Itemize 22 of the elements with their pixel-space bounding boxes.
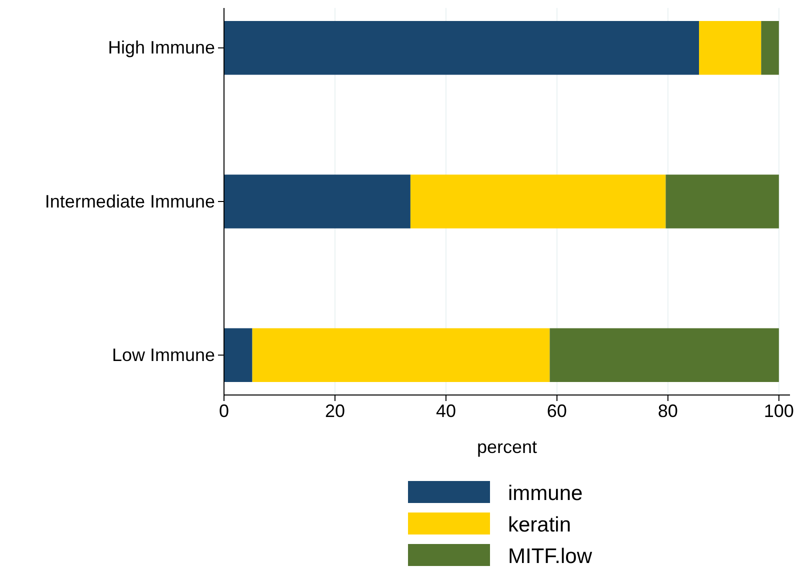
bar bbox=[666, 174, 779, 228]
bar bbox=[224, 21, 699, 75]
bar bbox=[698, 21, 762, 75]
y-tick-label: Intermediate Immune bbox=[44, 191, 215, 212]
bar bbox=[550, 328, 779, 382]
x-tick-label: 0 bbox=[218, 400, 230, 421]
y-tick-label: Low Immune bbox=[112, 344, 215, 365]
y-tick-label: High Immune bbox=[108, 38, 215, 58]
bar bbox=[761, 21, 779, 75]
x-tick-label: 80 bbox=[658, 400, 678, 421]
legend-label: MITF.low bbox=[508, 545, 593, 568]
x-axis-title: percent bbox=[476, 437, 538, 457]
bar bbox=[252, 328, 550, 382]
x-tick-label: 100 bbox=[764, 400, 794, 421]
bar bbox=[224, 174, 410, 228]
legend-label: keratin bbox=[508, 514, 572, 536]
legend-label: immune bbox=[508, 482, 583, 505]
bar bbox=[410, 174, 666, 228]
x-tick-label: 40 bbox=[436, 400, 456, 421]
x-tick-label: 60 bbox=[546, 400, 567, 421]
x-tick-label: 20 bbox=[324, 400, 345, 421]
bar bbox=[224, 328, 252, 382]
